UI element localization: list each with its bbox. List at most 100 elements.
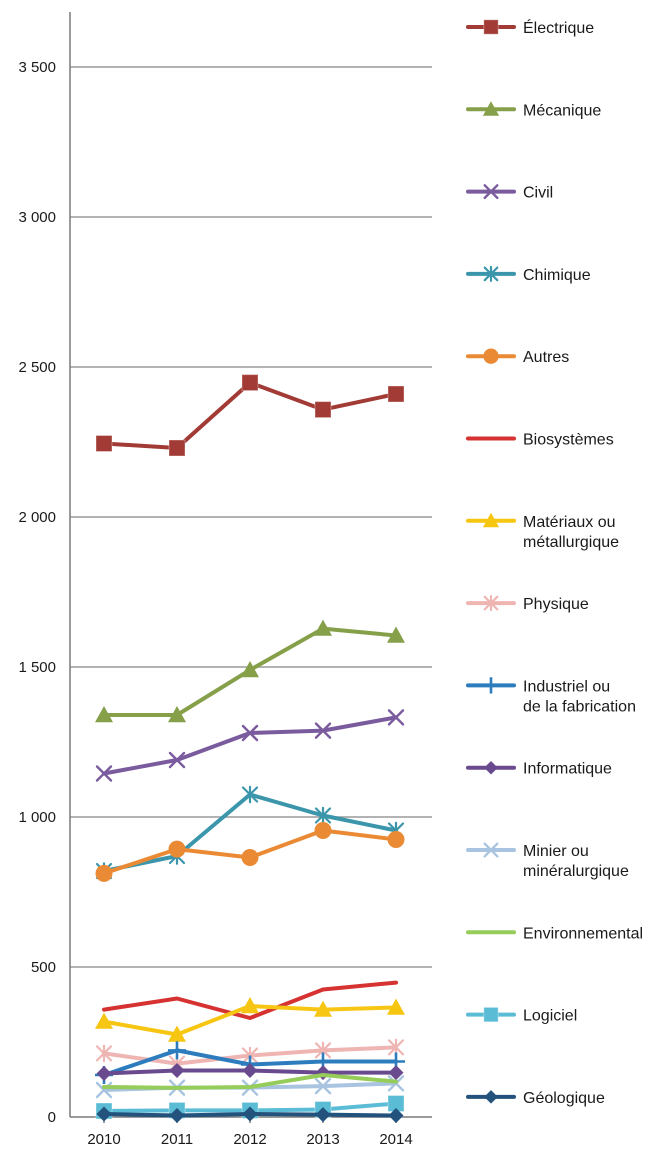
grid-lines <box>70 66 432 968</box>
legend: Électrique Mécanique Civil Chimique Autres Bi… <box>466 18 643 1107</box>
x-axis-tick-labels: 2010 2011 2012 2013 2014 <box>87 1131 412 1148</box>
series-autres <box>95 822 405 882</box>
legend-label: Industriel ou <box>523 678 610 695</box>
legend-swatch-marker <box>482 101 500 116</box>
y-tick-label: 0 <box>48 1109 56 1126</box>
data-point-civil <box>387 709 405 726</box>
series-environnemental <box>102 1073 398 1090</box>
legend-label: Logiciel <box>523 1008 577 1025</box>
data-point-mecanique <box>387 626 405 643</box>
data-point-electrique <box>314 401 332 419</box>
data-point-civil <box>241 724 259 742</box>
legend-item-materiaux-ou-metallurgique: Matériaux ou métallurgique <box>466 512 619 551</box>
legend-label: Matériaux ou <box>523 514 616 531</box>
data-point-civil <box>95 765 113 782</box>
data-point-minier-ou-mineralurgique <box>314 1077 332 1095</box>
legend-item-physique: Physique <box>466 595 589 613</box>
legend-swatch-marker <box>483 265 499 282</box>
series-line-environnemental <box>102 1073 398 1090</box>
data-point-autres <box>314 822 332 839</box>
data-point-materiaux-ou-metallurgique <box>241 997 259 1014</box>
y-tick-label: 2 000 <box>18 509 56 526</box>
legend-item-informatique: Informatique <box>466 761 612 778</box>
data-point-informatique <box>96 1066 112 1081</box>
legend-swatch-marker <box>482 677 500 694</box>
series-mecanique <box>95 619 405 723</box>
series-materiaux-ou-metallurgique <box>95 997 405 1042</box>
legend-label: Biosystèmes <box>523 432 614 449</box>
series-electrique <box>95 374 405 457</box>
legend-item-geologique: Géologique <box>466 1090 605 1107</box>
legend-item-electrique: Électrique <box>466 18 594 37</box>
data-point-geologique <box>96 1106 112 1122</box>
series-line-civil <box>102 715 398 776</box>
legend-label: Chimique <box>523 267 591 284</box>
legend-item-mecanique: Mécanique <box>466 101 601 119</box>
data-point-geologique <box>242 1106 258 1122</box>
series-line-biosystemes <box>102 980 398 1020</box>
legend-label: Autres <box>523 349 569 366</box>
legend-item-logiciel: Logiciel <box>466 1006 577 1025</box>
y-axis-tick-labels: 0 500 1 000 1 500 2 000 2 500 3 000 3 500 <box>18 59 56 1126</box>
legend-label: Électrique <box>523 18 594 37</box>
y-tick-label: 3 500 <box>18 59 56 76</box>
legend-swatch-marker <box>483 348 499 364</box>
legend-item-biosystemes: Biosystèmes <box>466 432 614 449</box>
legend-label: Minier ou <box>523 843 589 860</box>
x-tick-label: 2012 <box>233 1131 266 1148</box>
data-point-geologique <box>315 1107 331 1123</box>
legend-label: Informatique <box>523 761 612 778</box>
legend-swatch-marker <box>483 19 499 35</box>
data-point-materiaux-ou-metallurgique <box>168 1025 186 1042</box>
data-point-materiaux-ou-metallurgique <box>387 998 405 1015</box>
x-tick-label: 2010 <box>87 1131 120 1148</box>
x-tick-label: 2013 <box>306 1131 339 1148</box>
data-point-physique <box>95 1044 113 1063</box>
legend-swatch-marker <box>483 842 499 858</box>
x-tick-label: 2011 <box>161 1131 193 1148</box>
data-point-civil <box>168 751 186 769</box>
legend-item-environnemental: Environnemental <box>466 925 643 942</box>
legend-swatch-marker <box>483 1006 499 1023</box>
legend-swatch-marker <box>482 512 500 528</box>
y-tick-label: 500 <box>31 959 56 976</box>
series-line-electrique <box>102 380 398 450</box>
legend-item-industriel-ou-de-la-fabrication: Industriel ou de la fabrication <box>466 677 636 715</box>
data-point-informatique <box>242 1063 258 1078</box>
data-point-electrique <box>387 385 405 403</box>
y-tick-label: 1 500 <box>18 659 56 676</box>
data-point-autres <box>387 831 405 848</box>
legend-item-autres: Autres <box>466 348 569 366</box>
legend-label: Environnemental <box>523 925 643 942</box>
legend-item-civil: Civil <box>466 184 553 202</box>
legend-swatch-marker <box>483 595 499 612</box>
data-point-civil <box>314 722 332 739</box>
data-point-materiaux-ou-metallurgique <box>314 1000 332 1017</box>
data-point-informatique <box>388 1065 404 1081</box>
data-point-materiaux-ou-metallurgique <box>95 1012 113 1029</box>
legend-label: Géologique <box>523 1090 605 1107</box>
data-point-chimique <box>241 785 259 804</box>
y-tick-label: 1 000 <box>18 809 56 826</box>
data-point-mecanique <box>168 706 186 723</box>
data-point-informatique <box>169 1063 185 1078</box>
series-biosystemes <box>102 980 398 1020</box>
data-point-autres <box>95 864 113 882</box>
legend-swatch-marker <box>483 184 499 200</box>
legend-label: Physique <box>523 596 589 613</box>
data-point-electrique <box>168 439 186 457</box>
y-tick-label: 2 500 <box>18 359 56 376</box>
data-point-industriel-ou-de-la-fabrication <box>168 1041 186 1060</box>
data-point-mecanique <box>95 706 113 723</box>
legend-item-minier-ou-mineralurgique: Minier ou minéralurgique <box>466 842 629 880</box>
legend-label: Mécanique <box>523 102 601 119</box>
legend-label: Civil <box>523 185 553 202</box>
data-point-mecanique <box>241 661 259 678</box>
y-tick-label: 3 000 <box>18 209 56 226</box>
series-geologique <box>96 1106 404 1123</box>
data-series <box>95 374 405 1123</box>
data-point-autres <box>168 840 186 858</box>
data-point-electrique <box>241 374 259 392</box>
legend-item-chimique: Chimique <box>466 265 591 284</box>
